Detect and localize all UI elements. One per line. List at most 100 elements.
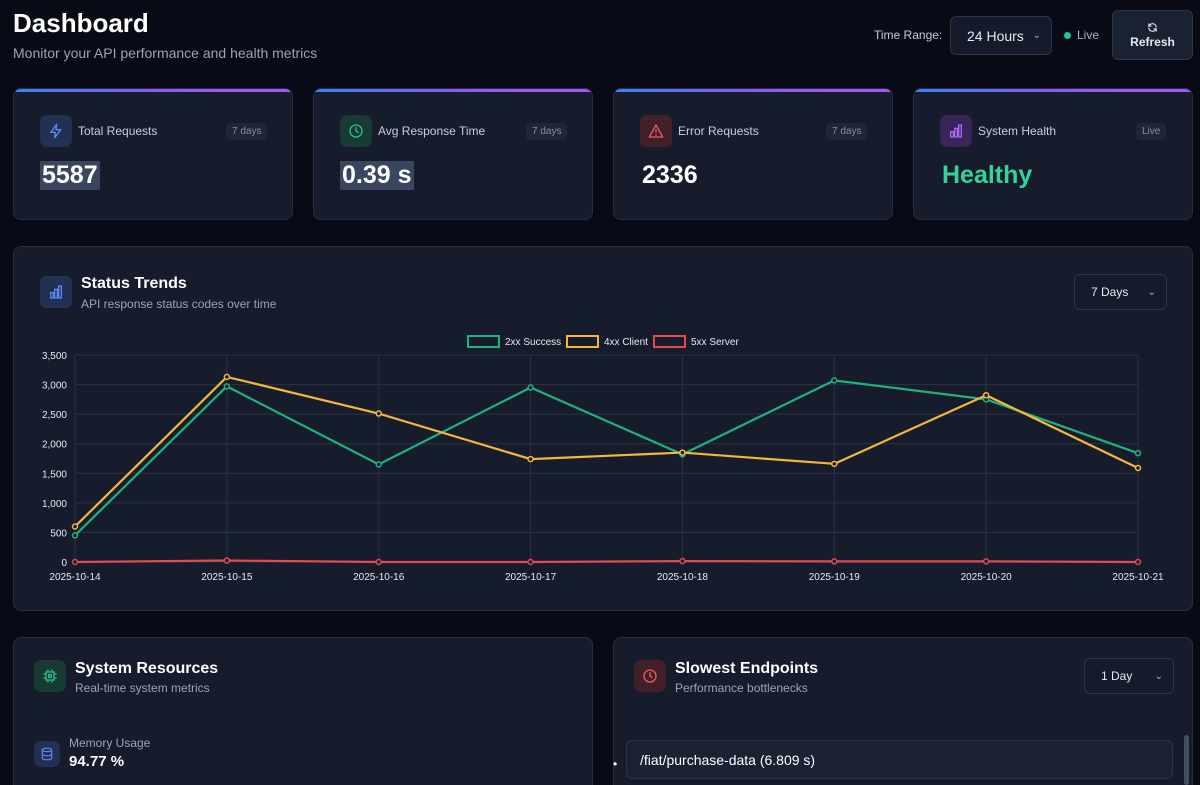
stat-label: Error Requests — [678, 124, 759, 138]
slowest-endpoints-range-value: 1 Day — [1101, 669, 1133, 683]
chevron-down-icon: ⌄ — [1147, 286, 1156, 298]
legend-label[interactable]: 4xx Client — [604, 337, 648, 348]
y-tick-label: 0 — [61, 558, 67, 569]
data-point[interactable] — [375, 461, 382, 468]
y-tick-label: 1,500 — [42, 469, 67, 480]
database-icon — [34, 741, 60, 767]
stat-label: System Health — [978, 124, 1057, 138]
time-range-label: Time Range: — [874, 28, 943, 42]
stat-card-system-health: System Health Live Healthy — [913, 88, 1193, 220]
stat-badge: 7 days — [526, 123, 568, 140]
data-point[interactable] — [527, 384, 534, 391]
y-tick-label: 1,000 — [42, 499, 67, 510]
chevron-down-icon: ⌄ — [1032, 30, 1041, 41]
y-tick-label: 2,000 — [42, 440, 67, 451]
data-point[interactable] — [527, 455, 534, 463]
x-tick-label: 2025-10-17 — [505, 572, 557, 583]
data-point[interactable] — [982, 558, 990, 565]
clock-icon — [634, 660, 666, 692]
stat-value: 2336 — [642, 161, 698, 189]
status-trends-range-select[interactable]: 7 Days ⌄ — [1074, 274, 1167, 310]
data-point[interactable] — [679, 557, 686, 565]
stat-value: 0.39 s — [340, 161, 414, 190]
status-trends-panel: Status Trends API response status codes … — [13, 246, 1193, 611]
system-resources-title: System Resources — [75, 660, 219, 677]
y-tick-label: 500 — [50, 528, 67, 539]
legend-swatch[interactable] — [653, 335, 686, 348]
x-tick-label: 2025-10-14 — [49, 572, 101, 583]
legend-swatch[interactable] — [566, 335, 599, 348]
slowest-endpoints-title: Slowest Endpoints — [675, 660, 819, 677]
stat-value: 5587 — [40, 161, 100, 190]
stat-value: Healthy — [942, 161, 1033, 189]
legend-label[interactable]: 5xx Server — [691, 337, 739, 348]
x-tick-label: 2025-10-20 — [961, 572, 1013, 583]
slowest-endpoints-range-select[interactable]: 1 Day ⌄ — [1084, 658, 1174, 694]
y-tick-label: 3,500 — [42, 351, 67, 362]
time-range-select[interactable]: 24 Hours ⌄ — [950, 16, 1052, 55]
page-title: Dashboard — [13, 8, 149, 38]
stat-card-total-requests: Total Requests 7 days 5587 — [13, 88, 293, 220]
x-tick-label: 2025-10-16 — [353, 572, 405, 583]
system-resources-subtitle: Real-time system metrics — [75, 681, 210, 695]
memory-usage-label: Memory Usage — [69, 736, 151, 750]
data-point[interactable] — [71, 523, 79, 530]
y-tick-label: 3,000 — [42, 381, 67, 392]
stat-label: Avg Response Time — [378, 124, 486, 138]
data-point[interactable] — [679, 449, 686, 456]
x-tick-label: 2025-10-15 — [201, 572, 253, 583]
endpoint-list-item[interactable]: /fiat/purchase-data (6.809 s) — [626, 740, 1173, 779]
system-resources-panel: System Resources Real-time system metric… — [13, 637, 593, 785]
data-point[interactable] — [1134, 464, 1142, 472]
warning-icon — [640, 115, 672, 147]
data-point[interactable] — [223, 557, 231, 564]
stat-card-avg-response-time: Avg Response Time 7 days 0.39 s — [313, 88, 593, 220]
stat-card-error-requests: Error Requests 7 days 2336 — [613, 88, 893, 220]
list-bullet: • — [613, 757, 618, 771]
data-point[interactable] — [831, 460, 838, 468]
memory-usage-value: 94.77 % — [69, 753, 125, 770]
stat-badge: 7 days — [826, 123, 868, 140]
live-label: Live — [1077, 28, 1100, 42]
legend-label[interactable]: 2xx Success — [505, 337, 561, 348]
slowest-endpoints-subtitle: Performance bottlenecks — [675, 681, 808, 695]
live-dot-icon — [1064, 31, 1071, 39]
stat-badge: Live — [1136, 123, 1167, 140]
status-trends-subtitle: API response status codes over time — [81, 297, 277, 311]
data-point[interactable] — [375, 410, 382, 417]
refresh-icon — [1148, 22, 1157, 32]
stat-label: Total Requests — [78, 124, 158, 138]
bar-chart-icon — [940, 115, 972, 147]
data-point[interactable] — [375, 558, 382, 566]
data-point[interactable] — [831, 377, 838, 384]
series-line — [74, 379, 1139, 537]
stat-badge: 7 days — [226, 123, 268, 140]
scrollbar[interactable] — [1184, 735, 1189, 785]
data-point[interactable] — [527, 558, 534, 566]
status-trends-range-value: 7 Days — [1091, 285, 1129, 299]
time-range-value: 24 Hours — [967, 27, 1024, 44]
bar-chart-icon — [40, 276, 72, 308]
x-tick-label: 2025-10-21 — [1112, 572, 1164, 583]
x-tick-label: 2025-10-19 — [809, 572, 861, 583]
series-line — [74, 375, 1139, 528]
refresh-label: Refresh — [1130, 34, 1175, 49]
data-point[interactable] — [831, 558, 838, 565]
data-point[interactable] — [223, 383, 231, 390]
series-line — [74, 559, 1139, 564]
lightning-icon — [40, 115, 72, 147]
status-trends-title: Status Trends — [81, 275, 187, 292]
data-point[interactable] — [982, 391, 990, 399]
refresh-button[interactable]: Refresh — [1112, 10, 1193, 60]
data-point[interactable] — [1134, 449, 1142, 457]
data-point[interactable] — [71, 532, 79, 539]
legend-swatch[interactable] — [467, 335, 500, 348]
cpu-icon — [34, 660, 66, 692]
data-point[interactable] — [1134, 558, 1142, 566]
data-point[interactable] — [223, 373, 231, 381]
y-tick-label: 2,500 — [42, 410, 67, 421]
live-indicator: Live — [1064, 28, 1099, 42]
data-point[interactable] — [71, 558, 79, 566]
status-trends-chart: 2xx Success 4xx Client 5xx Server 0 500 1,00… — [42, 335, 1164, 583]
clock-icon — [340, 115, 372, 147]
